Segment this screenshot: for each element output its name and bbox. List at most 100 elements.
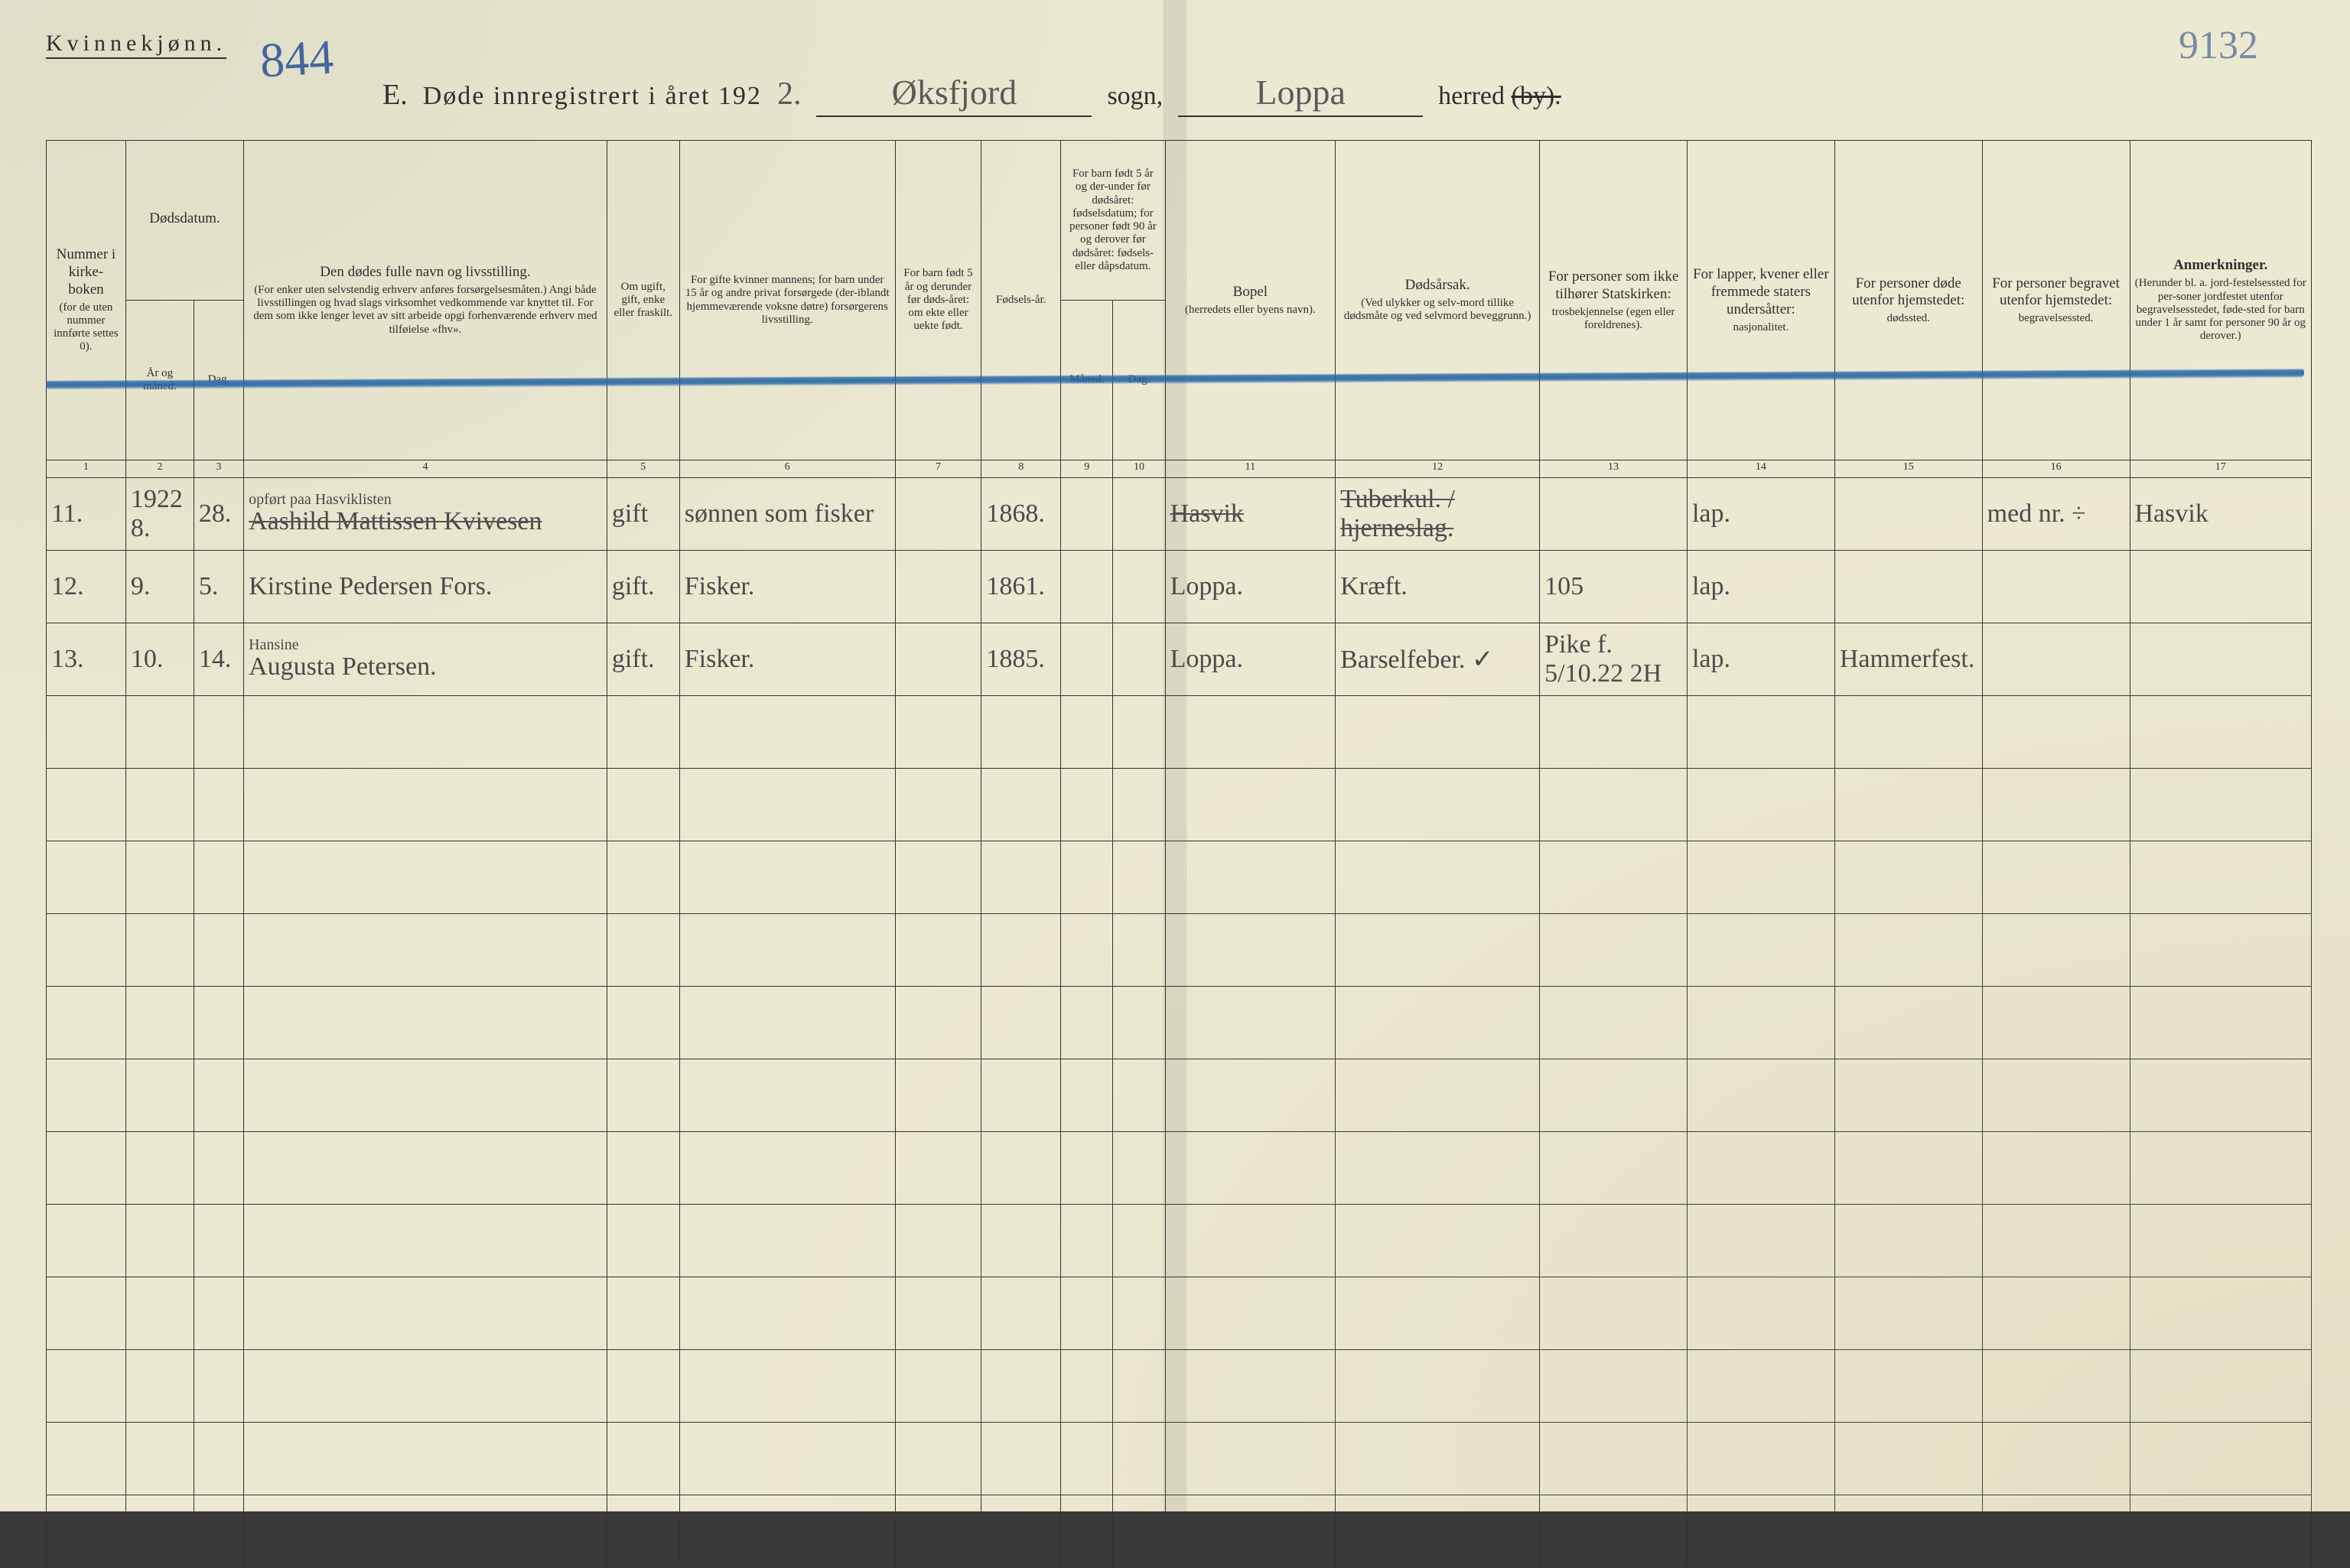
table-cell (1113, 478, 1165, 551)
table-cell-empty (1165, 769, 1336, 841)
table-cell-empty (1336, 1350, 1540, 1423)
table-cell-empty (1834, 1277, 1982, 1350)
table-row-empty (47, 769, 2312, 841)
table-cell-empty (194, 1495, 243, 1568)
table-cell-empty (1687, 914, 1834, 987)
table-cell-empty (1540, 841, 1688, 914)
table-cell: lap. (1687, 551, 1834, 623)
table-cell-empty (244, 1132, 607, 1205)
table-head: Nummer i kirke-boken (for de uten nummer… (47, 141, 2312, 478)
table-cell-empty (1336, 1132, 1540, 1205)
table-cell-empty (194, 1423, 243, 1495)
table-row-empty (47, 1277, 2312, 1350)
table-cell-empty (1687, 1205, 1834, 1277)
table-row-empty (47, 914, 2312, 987)
table-cell: gift (607, 478, 679, 551)
table-cell: Hammerfest. (1834, 623, 1982, 696)
table-cell-empty (1540, 769, 1688, 841)
table-cell-empty (895, 987, 981, 1059)
table-cell-empty (607, 1205, 679, 1277)
table-cell (1113, 623, 1165, 696)
table-cell-empty (895, 1350, 981, 1423)
th-2-title: Dødsdatum. (131, 210, 239, 228)
table-cell-empty (1165, 1277, 1336, 1350)
table-cell-empty (981, 914, 1061, 987)
cn-3: 3 (194, 460, 243, 478)
table-cell-empty (1834, 1205, 1982, 1277)
table-cell (895, 623, 981, 696)
table-cell (1982, 623, 2130, 696)
table-cell-empty (981, 1495, 1061, 1568)
table-cell: opført paa HasviklistenAashild Mattissen… (244, 478, 607, 551)
table-cell: 10. (125, 623, 194, 696)
table-cell-empty (47, 696, 126, 769)
table-cell-empty (679, 1132, 895, 1205)
table-cell-empty (981, 987, 1061, 1059)
register-table: Nummer i kirke-boken (for de uten nummer… (46, 140, 2312, 1568)
table-cell-empty (679, 1205, 895, 1277)
th-9b: Dag. (1113, 301, 1165, 460)
table-cell-empty (244, 1277, 607, 1350)
table-cell (1834, 478, 1982, 551)
th-13-title: For personer som ikke tilhører Statskirk… (1544, 268, 1682, 304)
table-cell-empty (1834, 914, 1982, 987)
table-cell (895, 478, 981, 551)
table-row-empty (47, 1495, 2312, 1568)
district-strike: (by). (1512, 82, 1561, 110)
table-cell (895, 551, 981, 623)
table-cell-empty (1113, 987, 1165, 1059)
table-cell-empty (1834, 1423, 1982, 1495)
table-cell-empty (679, 1059, 895, 1132)
table-body: 11.19228.28.opført paa HasviklistenAashi… (47, 478, 2312, 1568)
table-cell: Kirstine Pedersen Fors. (244, 551, 607, 623)
table-cell-empty (1687, 1350, 1834, 1423)
th-16: For personer begravet utenfor hjemstedet… (1982, 141, 2130, 460)
table-cell-empty (1540, 914, 1688, 987)
table-cell-empty (1834, 769, 1982, 841)
table-cell-empty (895, 1277, 981, 1350)
table-cell-empty (1061, 1350, 1113, 1423)
th-2-top: Dødsdatum. (125, 141, 243, 301)
table-cell-empty (1982, 1277, 2130, 1350)
year-suffix: 2. (777, 76, 802, 112)
table-cell-empty (47, 1350, 126, 1423)
table-cell-empty (1165, 1495, 1336, 1568)
district-label: herred (by). (1438, 82, 1561, 111)
table-row-empty (47, 1132, 2312, 1205)
table-cell-empty (1336, 1423, 1540, 1495)
table-cell-empty (1113, 1423, 1165, 1495)
table-cell-empty (1982, 914, 2130, 987)
table-cell-empty (1540, 1205, 1688, 1277)
th-6: For gifte kvinner mannens; for barn unde… (679, 141, 895, 460)
th-17-sub: (Herunder bl. a. jord-festelsessted for … (2135, 277, 2307, 343)
table-cell-empty (47, 1495, 126, 1568)
table-cell-empty (1687, 987, 1834, 1059)
table-cell-empty (1982, 1350, 2130, 1423)
table-cell: 1885. (981, 623, 1061, 696)
table-cell: 9. (125, 551, 194, 623)
th-2b-t: Dag. (199, 373, 239, 386)
table-cell: 12. (47, 551, 126, 623)
table-cell: lap. (1687, 478, 1834, 551)
th-1-title: Nummer i kirke-boken (51, 246, 121, 298)
table-cell-empty (1834, 1350, 1982, 1423)
table-cell-empty (125, 841, 194, 914)
table-cell-empty (607, 987, 679, 1059)
table-cell: Fisker. (679, 623, 895, 696)
table-cell-empty (2130, 769, 2312, 841)
th-6-title: For gifte kvinner mannens; for barn unde… (685, 274, 890, 327)
table-cell-empty (895, 1423, 981, 1495)
th-2a-t: År og måned. (131, 367, 189, 394)
table-cell-empty (1982, 1495, 2130, 1568)
table-cell-empty (1113, 1132, 1165, 1205)
table-cell: Pike f. 5/10.22 2H (1540, 623, 1688, 696)
table-cell-empty (2130, 1495, 2312, 1568)
table-cell-empty (1834, 987, 1982, 1059)
th-12-title: Dødsårsak. (1340, 277, 1535, 294)
table-cell-empty (194, 841, 243, 914)
table-cell-empty (194, 1277, 243, 1350)
table-cell: 28. (194, 478, 243, 551)
table-cell-empty (2130, 696, 2312, 769)
table-cell-empty (1165, 1132, 1336, 1205)
table-cell-empty (1982, 1059, 2130, 1132)
